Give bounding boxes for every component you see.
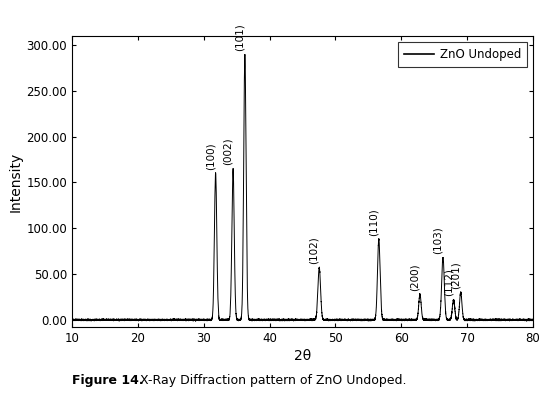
Text: (112): (112)	[443, 268, 453, 296]
Text: (200): (200)	[410, 263, 420, 290]
Text: (103): (103)	[433, 226, 443, 254]
X-axis label: 2θ: 2θ	[294, 349, 311, 363]
Text: Figure 14.: Figure 14.	[72, 374, 144, 387]
Text: (201): (201)	[451, 261, 461, 289]
Text: X-Ray Diffraction pattern of ZnO Undoped.: X-Ray Diffraction pattern of ZnO Undoped…	[136, 374, 406, 387]
Text: (002): (002)	[223, 137, 233, 165]
Text: (102): (102)	[309, 236, 319, 264]
Text: (100): (100)	[205, 142, 215, 170]
Text: (101): (101)	[235, 23, 245, 51]
Legend: ZnO Undoped: ZnO Undoped	[398, 42, 527, 67]
Text: (110): (110)	[369, 208, 379, 235]
Y-axis label: Intensity: Intensity	[8, 151, 22, 212]
